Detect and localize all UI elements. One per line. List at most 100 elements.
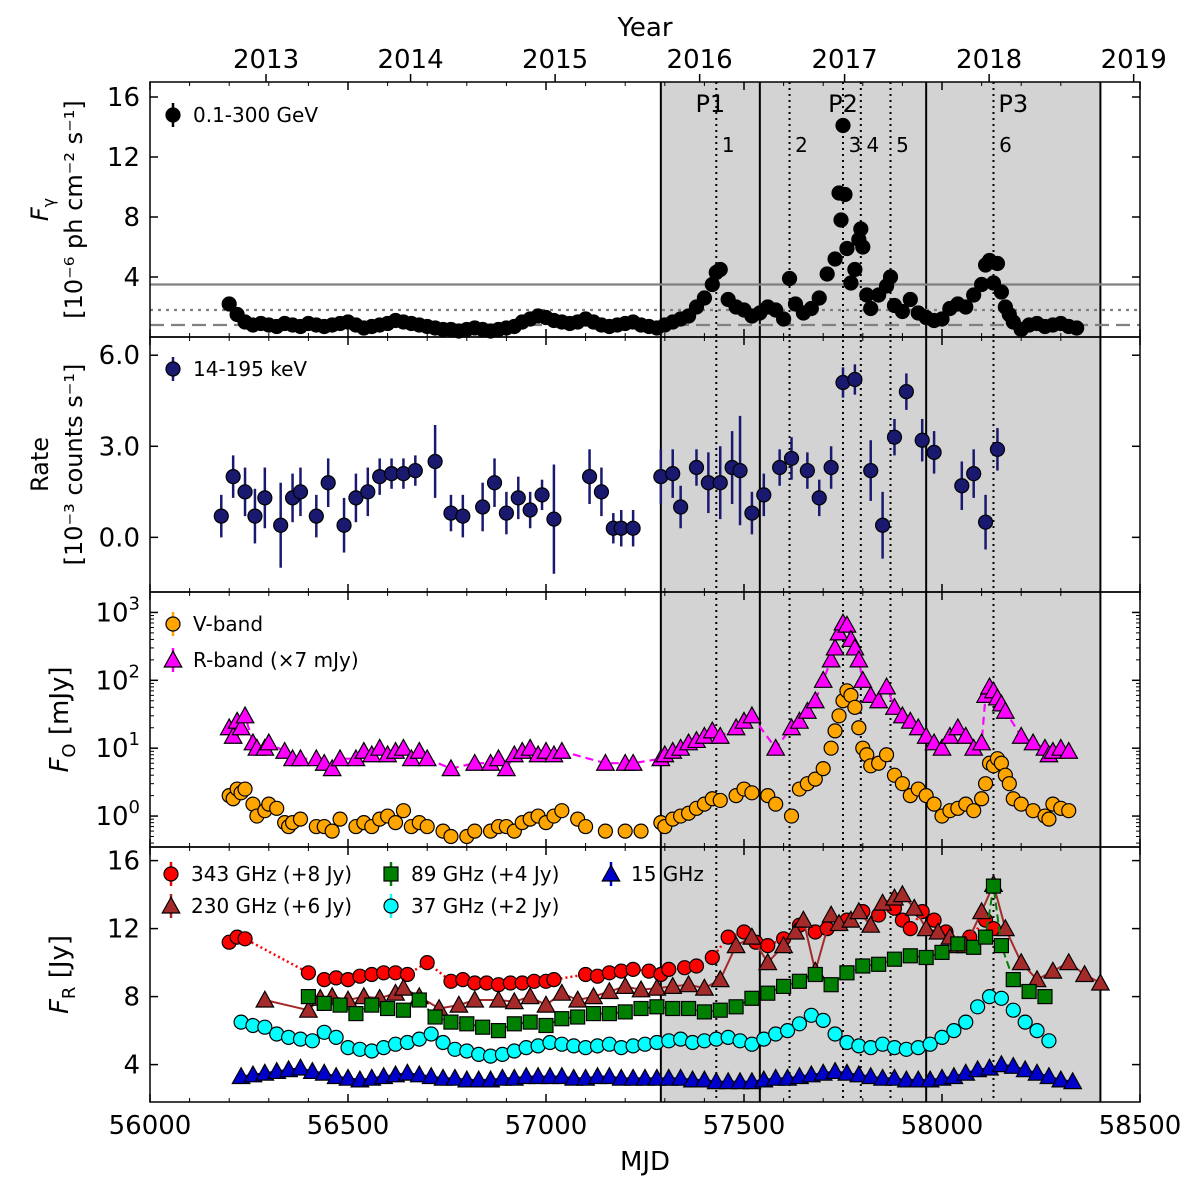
data-point (797, 701, 818, 719)
data-point (955, 726, 976, 744)
data-point (399, 966, 415, 983)
data-point (789, 711, 810, 729)
y-tick-label: 0.0 (99, 523, 140, 553)
data-point (467, 823, 483, 839)
data-point (546, 511, 562, 527)
data-point (300, 988, 316, 1005)
data-point (712, 1002, 728, 1018)
data-point (851, 720, 867, 736)
data-point (680, 1000, 697, 1017)
y-axis-unit-hardxray: [10⁻³ counts s⁻¹] (60, 364, 88, 566)
data-point (694, 1069, 715, 1088)
data-point (546, 971, 562, 988)
panel-radio (221, 874, 1111, 1090)
data-point (623, 753, 643, 771)
data-point (837, 1063, 857, 1081)
data-point (522, 502, 538, 518)
data-point (971, 901, 992, 920)
data-point (554, 803, 570, 819)
data-point (678, 974, 699, 993)
data-point (488, 748, 509, 767)
data-point (860, 915, 881, 933)
legends: 0.1-300 GeV 14-195 keV V-band R-band (×7 mJ… (161, 103, 704, 918)
data-point (631, 979, 651, 998)
data-point (995, 918, 1016, 937)
data-point (926, 444, 942, 460)
data-point (455, 508, 471, 524)
data-point (411, 992, 427, 1008)
data-point (773, 935, 794, 954)
data-point (488, 990, 509, 1008)
data-point (760, 937, 776, 954)
data-point (292, 811, 309, 827)
y-tick-label: 12 (107, 143, 140, 173)
data-point (1041, 811, 1057, 827)
data-point (894, 303, 911, 320)
y-axis-unit-gamma: [10⁻⁶ ph cm⁻² s⁻¹] (60, 100, 88, 319)
year-tick-label: 2017 (811, 45, 877, 75)
data-point (908, 1069, 929, 1088)
data-point (991, 1054, 1012, 1073)
data-point (839, 965, 855, 981)
data-point (540, 1066, 560, 1085)
y-tick-label: 102 (95, 661, 140, 696)
data-point (1061, 803, 1077, 819)
legend-label: 15 GHz (631, 862, 704, 886)
data-point (409, 1064, 430, 1083)
data-point (841, 910, 861, 928)
data-point (855, 958, 871, 974)
data-point (617, 823, 633, 839)
y-axis-label-optical: FO [mJy] (45, 666, 80, 772)
data-point (585, 1005, 602, 1022)
data-point (498, 505, 514, 521)
data-point (744, 505, 760, 521)
data-point (884, 1068, 905, 1086)
y-tick-label: 16 (107, 83, 140, 113)
data-point (823, 459, 839, 476)
data-point (1058, 741, 1079, 759)
data-point (819, 266, 835, 282)
data-point (330, 748, 350, 767)
data-point (710, 726, 731, 744)
data-point (520, 986, 540, 1005)
data-point (615, 976, 635, 995)
data-point (441, 758, 461, 777)
data-point (688, 459, 705, 476)
data-point (918, 949, 934, 966)
data-point (847, 261, 863, 278)
data-point (1039, 1066, 1059, 1085)
data-point (496, 758, 517, 777)
data-point (387, 815, 404, 831)
data-point (595, 753, 616, 771)
data-point (445, 1068, 465, 1086)
bottom-axis-title: MJD (620, 1147, 670, 1177)
data-point (449, 995, 469, 1013)
data-point (928, 922, 948, 940)
data-point (781, 270, 798, 287)
data-point (225, 469, 241, 485)
legend-marker (163, 866, 179, 882)
data-point (1013, 796, 1029, 812)
period-label-p3: P3 (998, 90, 1028, 118)
data-point (783, 808, 800, 824)
data-point (552, 983, 572, 1001)
data-point (732, 462, 748, 479)
data-point (863, 462, 879, 479)
data-point (522, 1014, 538, 1030)
data-point (896, 1069, 917, 1088)
series-89-ghz-4-jy (300, 878, 1053, 1039)
data-point (1005, 1002, 1021, 1018)
data-point (744, 785, 760, 801)
data-point (779, 1022, 796, 1039)
data-point (570, 1009, 586, 1025)
data-point (1017, 1014, 1033, 1030)
data-point (395, 1002, 412, 1018)
data-point (492, 1068, 513, 1086)
data-point (849, 649, 869, 668)
data-point (661, 961, 677, 978)
data-point (443, 1014, 459, 1030)
data-point (706, 1071, 727, 1090)
data-point (360, 484, 376, 500)
data-point (768, 796, 784, 812)
